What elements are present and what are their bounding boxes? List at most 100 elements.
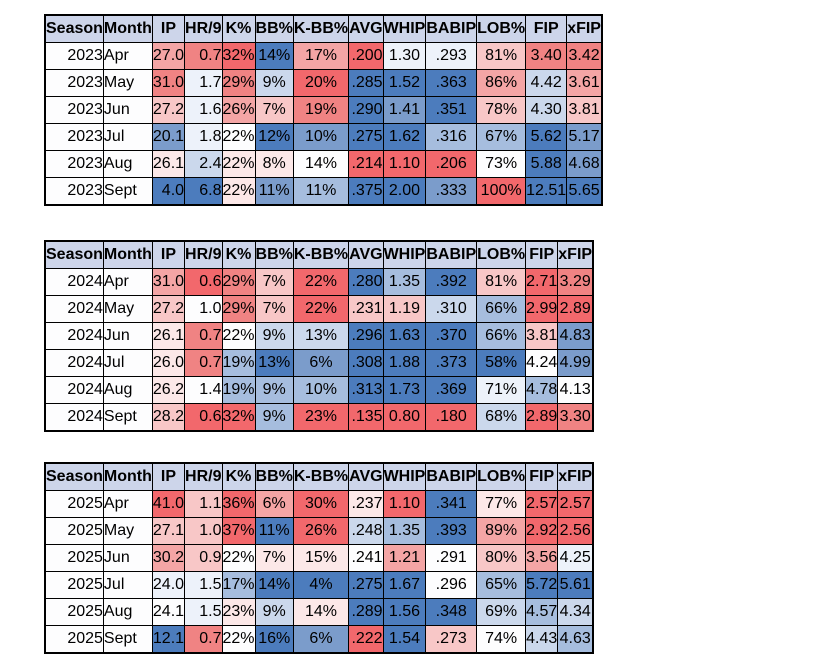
table-cell: 10% [292,376,350,404]
table-cell: 2023 [44,69,104,97]
table-cell: 4.25 [557,544,594,572]
table-cell: 11% [254,177,294,206]
column-header-avg: AVG [348,14,384,43]
table-cell: 0.6 [184,403,223,432]
table-cell: 1.62 [382,123,427,151]
table-cell: Aug [102,376,153,404]
table-cell: 1.21 [382,544,427,572]
column-header-hr9: HR/9 [184,14,223,43]
table-cell: 19% [292,96,350,124]
table-cell: 29% [221,69,256,97]
table-cell: 19% [221,376,256,404]
table-cell: 1.88 [382,349,427,377]
table-cell: 2024 [44,322,104,350]
table-cell: 29% [221,268,256,296]
table-cell: 7% [254,295,294,323]
column-header-xfip: xFIP [566,14,603,43]
column-header-fip: FIP [525,240,559,269]
table-cell: .135 [348,403,384,432]
table-cell: 2.4 [184,150,223,178]
table-cell: .231 [348,295,384,323]
table-cell: Jul [102,123,153,151]
column-header-lob-pct: LOB% [476,14,527,43]
table-cell: 2024 [44,349,104,377]
column-header-ip: IP [151,462,186,491]
table-cell: 17% [221,571,256,599]
table-cell: 4.68 [566,150,603,178]
table-cell: 3.81 [566,96,603,124]
table-cell: 26.1 [151,150,186,178]
table-cell: 7% [254,544,294,572]
table-row: 2024 Jul 26.0 0.7 19% 13% 6% .308 1.88.373 58% 4.2… [44,349,594,377]
table-cell: 27.2 [151,295,186,323]
table-cell: .375 [348,177,384,206]
table-cell: 7% [254,96,294,124]
table-cell: .293 [425,42,478,70]
table-cell: Sept [102,625,153,654]
table-cell: 66% [476,322,527,350]
column-header-xfip: xFIP [557,240,594,269]
table-cell: 13% [292,322,350,350]
table-cell: 0.7 [184,42,223,70]
table-cell: 4.42 [525,69,568,97]
table-cell: .351 [425,96,478,124]
table-cell: 26% [221,96,256,124]
column-header-fip: FIP [525,462,559,491]
table-cell: 26.0 [151,349,186,377]
table-cell: 4.63 [557,625,594,654]
table-cell: .237 [348,490,384,518]
table-row: 2023 Sept 4.0 6.8 22% 11% 11% .375 2.00.333 100% 1… [44,177,603,206]
table-cell: Aug [102,150,153,178]
table-cell: .273 [425,625,478,654]
table-cell: 2025 [44,625,104,654]
column-header-month: Month [102,240,153,269]
table-cell: 22% [221,322,256,350]
table-cell: 22% [221,177,256,206]
table-cell: 27.2 [151,96,186,124]
table-cell: 2025 [44,598,104,626]
table-cell: 2023 [44,150,104,178]
table-cell: 5.72 [525,571,559,599]
table-cell: 23% [221,598,256,626]
table-cell: 6.8 [184,177,223,206]
column-header-lob-pct: LOB% [476,240,527,269]
table-cell: 2.89 [525,403,559,432]
column-header-fip: FIP [525,14,568,43]
table-cell: 22% [292,268,350,296]
table-cell: 22% [221,123,256,151]
table-cell: 1.6 [184,96,223,124]
table-cell: 6% [292,349,350,377]
table-cell: 30.2 [151,544,186,572]
column-header-k-bb-pct: K-BB% [292,462,350,491]
table-cell: 22% [221,625,256,654]
table-cell: 32% [221,403,256,432]
table-header-row: Season Month IP HR/9 K% BB% K-BB% AVG WHIP BABIP L… [44,240,594,269]
table-row: 2024 Apr 31.0 0.6 29% 7% 22% .280 1.35.392 81% 2.7… [44,268,594,296]
table-cell: 1.73 [382,376,427,404]
table-cell: .308 [348,349,384,377]
table-cell: 9% [254,69,294,97]
table-cell: 1.41 [382,96,427,124]
column-header-babip: BABIP [425,14,478,43]
table-cell: .348 [425,598,478,626]
table-cell: 4.99 [557,349,594,377]
table-cell: 22% [292,295,350,323]
table-cell: 12.1 [151,625,186,654]
table-cell: .313 [348,376,384,404]
table-cell: Jun [102,544,153,572]
table-cell: Jun [102,322,153,350]
table-cell: .248 [348,517,384,545]
table-cell: 1.30 [382,42,427,70]
column-header-lob-pct: LOB% [476,462,527,491]
table-cell: 1.7 [184,69,223,97]
table-cell: 24.1 [151,598,186,626]
table-row: 2023 May 31.0 1.7 29% 9% 20% .285 1.52.363 86% 4.4… [44,69,603,97]
table-cell: 20% [292,69,350,97]
table-cell: 3.61 [566,69,603,97]
table-cell: 14% [292,150,350,178]
table-cell: 0.7 [184,349,223,377]
table-cell: 69% [476,598,527,626]
table-cell: .333 [425,177,478,206]
column-header-avg: AVG [348,240,384,269]
